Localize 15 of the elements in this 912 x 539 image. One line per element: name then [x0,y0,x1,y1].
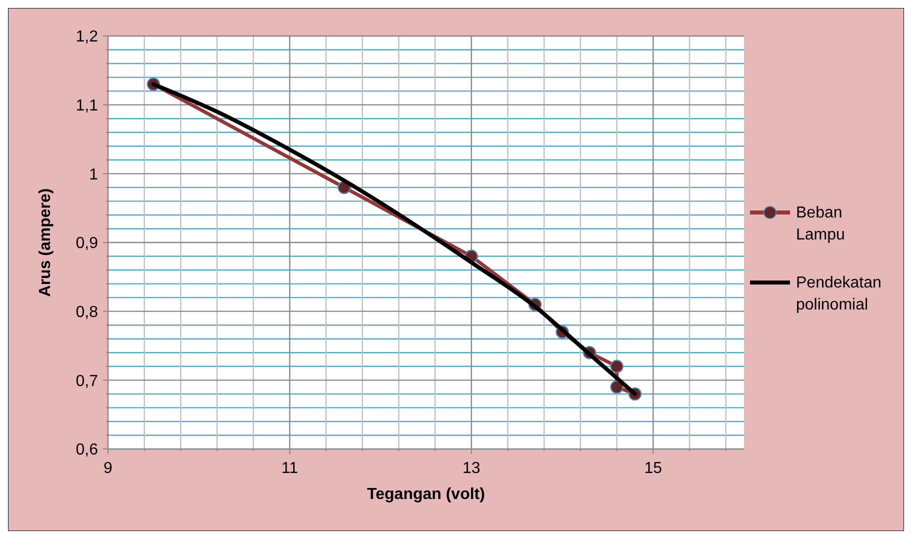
x-tick-label: 15 [644,460,662,477]
x-tick-label: 11 [281,460,298,477]
y-tick-label: 0,8 [76,304,98,321]
y-tick-label: 0,6 [76,442,98,459]
legend-label: Beban Lampu [796,204,845,244]
x-tick-label: 9 [104,460,113,477]
y-tick-label: 0,9 [76,235,98,252]
y-tick-label: 0,7 [76,372,98,390]
y-axis-title: Arus (ampere) [37,188,54,297]
y-tick-label: 1,1 [76,97,98,114]
y-tick-label: 1 [89,166,98,184]
x-axis-title: Tegangan (volt) [367,486,485,503]
y-tick-label: 1,2 [76,28,98,46]
x-tick-label: 13 [462,460,480,477]
legend-label: Pendekatan polinomial [796,274,882,314]
